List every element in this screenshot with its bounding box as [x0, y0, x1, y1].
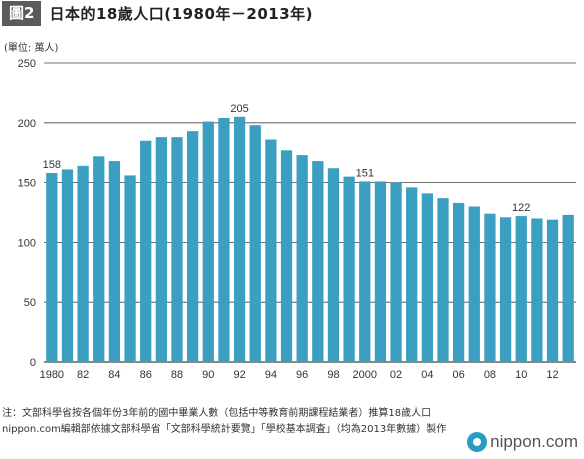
bar-1986	[140, 140, 152, 362]
x-tick-label: 04	[421, 369, 433, 381]
x-tick-label: 94	[265, 369, 277, 381]
bar-1989	[187, 131, 199, 362]
x-tick-label: 2000	[353, 369, 377, 381]
data-label-1992: 205	[230, 103, 248, 115]
x-tick-label: 92	[233, 369, 245, 381]
bar-2013	[562, 214, 574, 362]
logo-text: nippon.com	[490, 432, 578, 451]
bar-1983	[93, 156, 105, 362]
x-tick-label: 02	[390, 369, 402, 381]
y-axis-ticks: 0 50 100 150 200 250	[18, 58, 36, 369]
footnote-credit: nippon.com編輯部依據文部科學省「文部科學統計要覽」「學校基本調査」（均…	[2, 424, 447, 435]
x-tick-label: 86	[140, 369, 152, 381]
bar-1997	[312, 161, 324, 362]
data-label-2000: 151	[356, 167, 374, 179]
bar-1981	[61, 169, 74, 362]
bar-2010	[515, 216, 527, 362]
bar-1996	[296, 155, 308, 362]
bar-2012	[546, 219, 559, 362]
x-tick-label: 82	[77, 369, 89, 381]
chart-title: 日本的18歲人口(1980年－2013年)	[49, 4, 314, 23]
bar-1995	[280, 150, 293, 362]
x-tick-label: 88	[171, 369, 183, 381]
bar-2008	[484, 213, 496, 362]
bar-2006	[453, 202, 465, 362]
y-tick-label: 0	[30, 357, 36, 369]
bar-2000	[359, 181, 371, 362]
y-tick-label: 50	[24, 297, 36, 309]
bar-2004	[421, 193, 433, 362]
x-tick-label: 84	[108, 369, 120, 381]
data-label-1980: 158	[43, 159, 61, 171]
footnote-source-method: 注：文部科學省按各個年份3年前的國中畢業人數（包括中等教育前期課程結業者）推算1…	[2, 408, 432, 419]
bar-1992	[233, 116, 246, 362]
bars	[46, 116, 574, 363]
chart-header: 圖2 日本的18歲人口(1980年－2013年)	[0, 0, 313, 26]
bar-2009	[499, 217, 512, 362]
bar-1998	[327, 168, 340, 362]
bar-1999	[343, 176, 355, 362]
data-label-2010: 122	[512, 202, 530, 214]
bar-1990	[202, 121, 214, 362]
figure-number-badge: 圖2	[2, 0, 42, 26]
data-labels: 158 205 151 122	[43, 103, 531, 214]
y-tick-label: 150	[18, 178, 36, 190]
y-tick-label: 100	[18, 237, 36, 249]
x-tick-label: 12	[546, 369, 558, 381]
bar-1984	[108, 161, 121, 362]
nippon-logo-mark-icon	[467, 432, 488, 452]
bar-1994	[265, 139, 277, 362]
grid-lines	[44, 62, 576, 363]
bar-2011	[531, 218, 543, 362]
nippon-logo: nippon.com	[467, 432, 578, 452]
bar-1987	[155, 137, 167, 362]
x-tick-label: 10	[515, 369, 527, 381]
x-axis-ticks: 1980 82 84 86 88 90 92 94 96 98 2000 02 04 06 08 10 12	[40, 369, 559, 381]
x-tick-label: 96	[296, 369, 308, 381]
x-tick-label: 90	[202, 369, 214, 381]
x-tick-label: 06	[453, 369, 465, 381]
bar-2003	[406, 187, 418, 362]
bar-2007	[468, 206, 480, 362]
x-tick-label: 98	[327, 369, 339, 381]
unit-label: (單位: 萬人)	[4, 43, 59, 54]
bar-1980	[46, 173, 58, 362]
bar-1982	[77, 165, 89, 362]
y-tick-label: 200	[18, 118, 36, 130]
x-tick-label: 08	[484, 369, 496, 381]
bar-chart: 158 205 151 122 0 50 100 150 200 250 1980 82 84 86 8…	[18, 58, 576, 381]
bar-2005	[437, 198, 449, 362]
x-tick-label: 1980	[40, 369, 64, 381]
bar-1991	[218, 118, 230, 363]
bar-2002	[390, 182, 402, 362]
bar-2001	[374, 181, 387, 362]
y-tick-label: 250	[18, 58, 36, 70]
bar-1993	[249, 125, 261, 362]
bar-1985	[124, 175, 136, 362]
bar-1988	[171, 137, 183, 362]
